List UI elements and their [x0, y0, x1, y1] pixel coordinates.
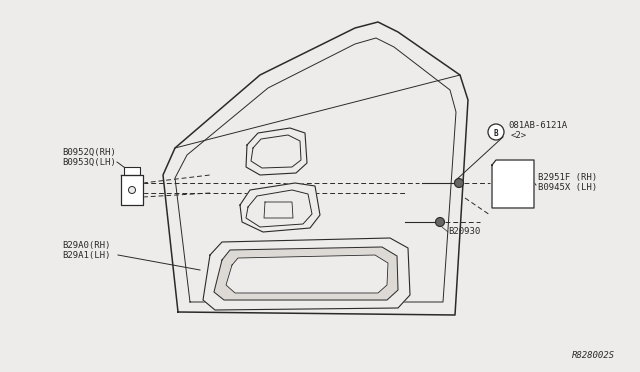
Polygon shape	[492, 160, 534, 208]
Text: B2951F (RH): B2951F (RH)	[538, 173, 597, 182]
Polygon shape	[246, 190, 312, 227]
Text: B20930: B20930	[448, 227, 480, 236]
Polygon shape	[203, 238, 410, 310]
Polygon shape	[246, 128, 307, 175]
Text: 081AB-6121A: 081AB-6121A	[508, 121, 567, 130]
Text: B0952Q(RH): B0952Q(RH)	[62, 148, 116, 157]
Polygon shape	[214, 247, 398, 300]
Circle shape	[435, 218, 445, 227]
Polygon shape	[264, 202, 293, 218]
Circle shape	[488, 124, 504, 140]
Polygon shape	[226, 255, 388, 293]
Polygon shape	[121, 175, 143, 205]
Circle shape	[129, 186, 136, 193]
Text: B: B	[493, 128, 499, 138]
Polygon shape	[124, 167, 140, 175]
Polygon shape	[240, 183, 320, 232]
Text: B29A1(LH): B29A1(LH)	[62, 251, 110, 260]
Polygon shape	[163, 22, 468, 315]
Text: R828002S: R828002S	[572, 351, 615, 360]
Text: B0945X (LH): B0945X (LH)	[538, 183, 597, 192]
Polygon shape	[251, 135, 301, 168]
Text: <2>: <2>	[511, 131, 527, 140]
Circle shape	[454, 179, 463, 187]
Text: B29A0(RH): B29A0(RH)	[62, 241, 110, 250]
Text: B0953Q(LH): B0953Q(LH)	[62, 158, 116, 167]
